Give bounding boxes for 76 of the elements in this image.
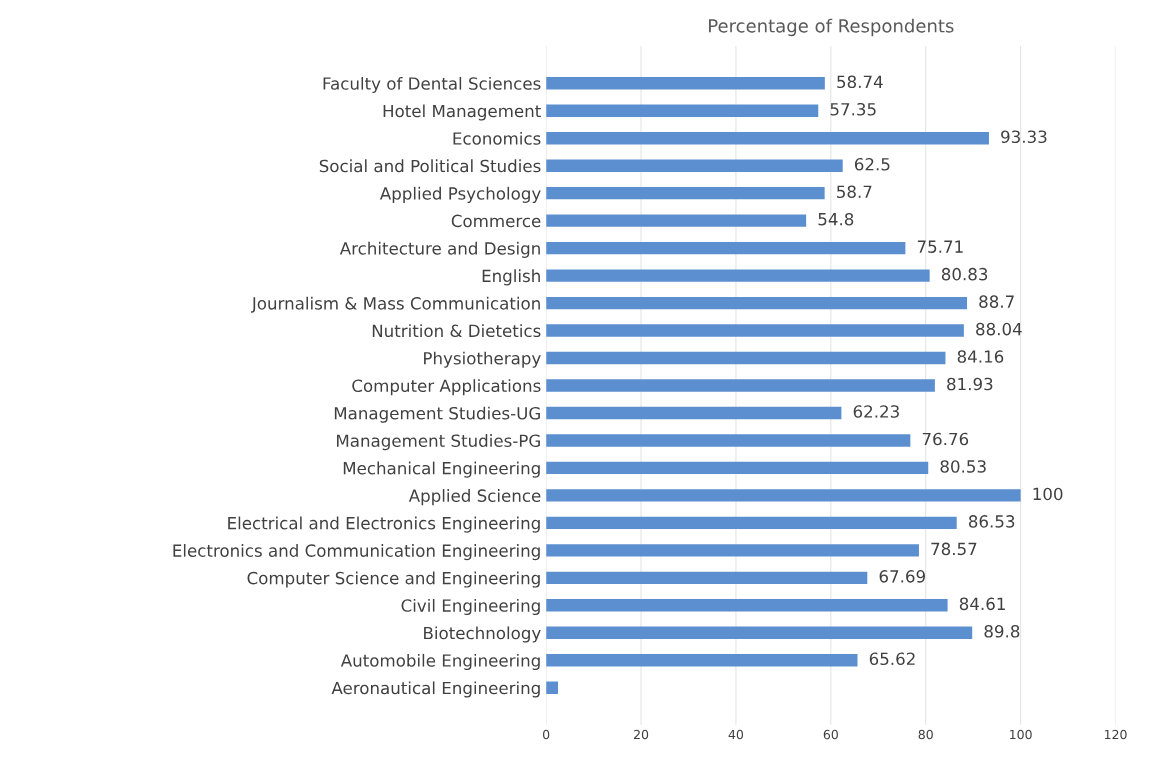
data-label: 80.83 [941,267,988,281]
y-tick-label: Nutrition & Dietetics [372,324,541,338]
bar [546,379,935,392]
chart-title: Percentage of Respondents [709,18,954,37]
bar [546,406,842,420]
y-tick-label: Physiotherapy [424,351,541,368]
bar [546,159,843,172]
y-tick-label: Hotel Management [383,104,541,121]
data-label: 62.5 [854,157,890,171]
y-tick-label: Electronics and Communication Engineering [173,544,540,561]
bar [546,214,807,227]
data-label: 100 [1033,487,1063,501]
data-label: 84.61 [959,597,1005,611]
x-tick-label: 0 [542,729,550,740]
data-label: 80.53 [940,460,986,473]
bar [546,104,819,117]
data-label: 88.7 [979,295,1014,308]
y-tick-label: Biotechnology [424,626,541,643]
data-label: 58.7 [837,185,872,199]
y-tick-label: Commerce [451,214,541,228]
x-tick-label: 40 [728,729,744,740]
x-tick-label: 60 [823,729,838,740]
data-label: 84.16 [957,350,1004,363]
data-label: 75.71 [917,240,963,253]
data-label: 81.93 [947,377,993,391]
bar [546,434,911,447]
bar [546,571,868,584]
bar [546,516,957,530]
y-tick-label: Social and Political Studies [319,159,541,173]
y-tick-label: Economics [453,131,541,145]
bar [546,77,825,90]
y-tick-label: Computer Science and Engineering [247,571,540,588]
bar [546,132,989,145]
bar [546,599,948,612]
y-tick-label: Automobile Engineering [340,653,540,671]
data-label: 57.35 [830,102,876,116]
data-label: 78.57 [931,542,977,556]
bar [546,681,558,694]
x-tick-label: 80 [918,729,933,740]
x-tick-label: 100 [1010,729,1032,740]
y-tick-label: Computer Applications [352,379,541,396]
data-label: 76.76 [922,432,969,446]
data-label: 62.23 [853,405,899,418]
y-tick-label: Architecture and Design [339,241,540,258]
bar [546,626,973,639]
bar [546,269,930,282]
bar [546,544,919,557]
data-label: 67.69 [879,570,925,583]
y-tick-label: Aeronautical Engineering [331,681,540,698]
data-label: 86.53 [968,515,1015,528]
bar [546,324,964,337]
y-tick-label: Civil Engineering [401,598,540,616]
bar [546,296,968,310]
bar [546,461,929,475]
bar [546,351,946,365]
bar [546,187,825,200]
y-tick-label: Management Studies-PG [337,434,540,451]
bar [546,241,906,255]
data-label: 58.74 [837,75,883,89]
data-label: 89.8 [984,625,1020,638]
y-tick-label: Management Studies-UG [334,406,540,423]
data-label: 54.8 [818,212,854,226]
y-tick-label: Mechanical Engineering [343,461,540,478]
data-label: 93.33 [1001,130,1047,144]
x-tick-label: 120 [1104,729,1127,740]
y-tick-label: Faculty of Dental Sciences [323,76,541,94]
y-tick-label: Applied Science [408,489,541,506]
bar [546,654,858,667]
bar [546,489,1021,502]
y-tick-label: Applied Psychology [379,186,541,203]
data-label: 88.04 [976,322,1022,336]
y-tick-label: Journalism & Mass Communication [251,296,540,313]
x-tick-label: 20 [634,729,649,740]
data-label: 65.62 [869,652,915,666]
y-tick-label: Electrical and Electronics Engineering [228,516,540,533]
y-tick-label: English [482,269,540,286]
